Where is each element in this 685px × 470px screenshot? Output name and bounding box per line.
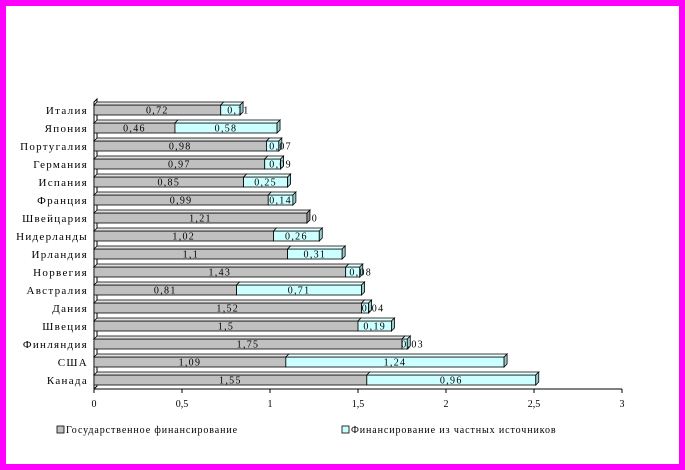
data-label-private: 0,31 — [304, 250, 327, 261]
data-label-gov: 1,43 — [208, 268, 231, 279]
x-tick-label: 2 — [444, 399, 449, 410]
legend-swatch — [56, 425, 65, 434]
bar-gov — [93, 173, 248, 188]
bar-side-face — [503, 353, 508, 368]
data-label-gov: 0,72 — [146, 106, 169, 117]
data-label-private: 0,04 — [362, 304, 385, 315]
x-tick-label: 2,5 — [528, 399, 541, 410]
data-label-private: 0,71 — [288, 286, 311, 297]
data-label-private: 0,26 — [285, 232, 308, 243]
bar-side-face — [535, 371, 540, 386]
category-label: Швейцария — [22, 213, 88, 225]
data-label-private: 0,25 — [254, 178, 277, 189]
bar-side-face — [276, 119, 281, 134]
bar-side-face — [239, 101, 244, 116]
data-label-private: 0,58 — [215, 124, 238, 135]
bar-side-face — [278, 137, 283, 152]
data-label-private: 0,19 — [363, 322, 386, 333]
legend-label: Финансирование из частных источников — [351, 425, 556, 436]
bar-side-face — [292, 191, 297, 206]
category-label: Франция — [37, 195, 88, 207]
bar-side-face — [359, 263, 364, 278]
category-label: Канада — [47, 375, 88, 387]
data-label-gov: 1,21 — [189, 214, 212, 225]
data-label-private: 0 — [312, 214, 318, 225]
data-label-private: 1,24 — [384, 358, 407, 369]
data-label-private: 0,96 — [440, 376, 463, 387]
legend-swatch — [341, 425, 350, 434]
bar-side-face — [361, 281, 365, 296]
data-label-gov: 0,98 — [169, 142, 192, 153]
data-label-private: 0,07 — [269, 142, 292, 153]
data-label-gov: 0,85 — [157, 178, 180, 189]
data-label-gov: 1,1 — [183, 250, 199, 261]
bar-side-face — [306, 209, 311, 224]
category-label: Германия — [33, 159, 88, 171]
x-tick-label: 0 — [92, 399, 97, 410]
category-label: Португалия — [20, 141, 88, 153]
data-label-private: 0,11 — [227, 106, 249, 117]
data-label-gov: 1,55 — [219, 376, 242, 387]
category-label: Япония — [45, 123, 88, 135]
legend-label: Государственное финансирование — [66, 425, 238, 436]
data-label-private: 0,03 — [401, 340, 424, 351]
bar-side-face — [287, 173, 292, 188]
data-label-gov: 0,99 — [170, 196, 193, 207]
bar-gov — [93, 101, 225, 116]
bar-private — [242, 173, 292, 188]
data-label-gov: 1,5 — [218, 322, 234, 333]
data-label-private: 0,08 — [349, 268, 372, 279]
bar-gov — [93, 119, 179, 134]
category-label: Финляндия — [23, 339, 88, 351]
category-label: Италия — [46, 105, 88, 117]
legend-item-gov: Государственное финансирование — [56, 425, 238, 436]
data-label-gov: 1,75 — [237, 340, 260, 351]
category-label: Австралия — [26, 285, 88, 297]
category-label: США — [58, 357, 88, 369]
bar-side-face — [406, 335, 411, 350]
category-label: Нидерланды — [16, 231, 88, 243]
bar-side-face — [368, 299, 372, 314]
data-label-gov: 1,02 — [172, 232, 195, 243]
data-label-gov: 0,81 — [154, 286, 177, 297]
bar-side-face — [341, 245, 346, 260]
data-label-gov: 0,46 — [123, 124, 146, 135]
category-label: Испания — [38, 177, 88, 189]
x-tick-label: 1,5 — [352, 399, 365, 410]
data-label-private: 0,14 — [269, 196, 292, 207]
x-tick-label: 0,5 — [176, 399, 189, 410]
data-label-gov: 1,52 — [216, 304, 239, 315]
x-tick-label: 3 — [620, 399, 625, 410]
bar-side-face — [318, 227, 323, 242]
bar-side-face — [280, 155, 284, 170]
category-label: Ирландия — [32, 249, 89, 261]
bar-side-face — [391, 317, 395, 332]
x-tick-label: 1 — [268, 399, 273, 410]
legend-item-private: Финансирование из частных источников — [341, 425, 556, 436]
category-label: Дания — [52, 303, 88, 315]
data-label-gov: 0,97 — [168, 160, 191, 171]
category-label: Швеция — [42, 321, 88, 333]
category-label: Норвегия — [33, 267, 88, 279]
data-label-gov: 1,09 — [179, 358, 202, 369]
data-label-private: 0,09 — [269, 160, 292, 171]
